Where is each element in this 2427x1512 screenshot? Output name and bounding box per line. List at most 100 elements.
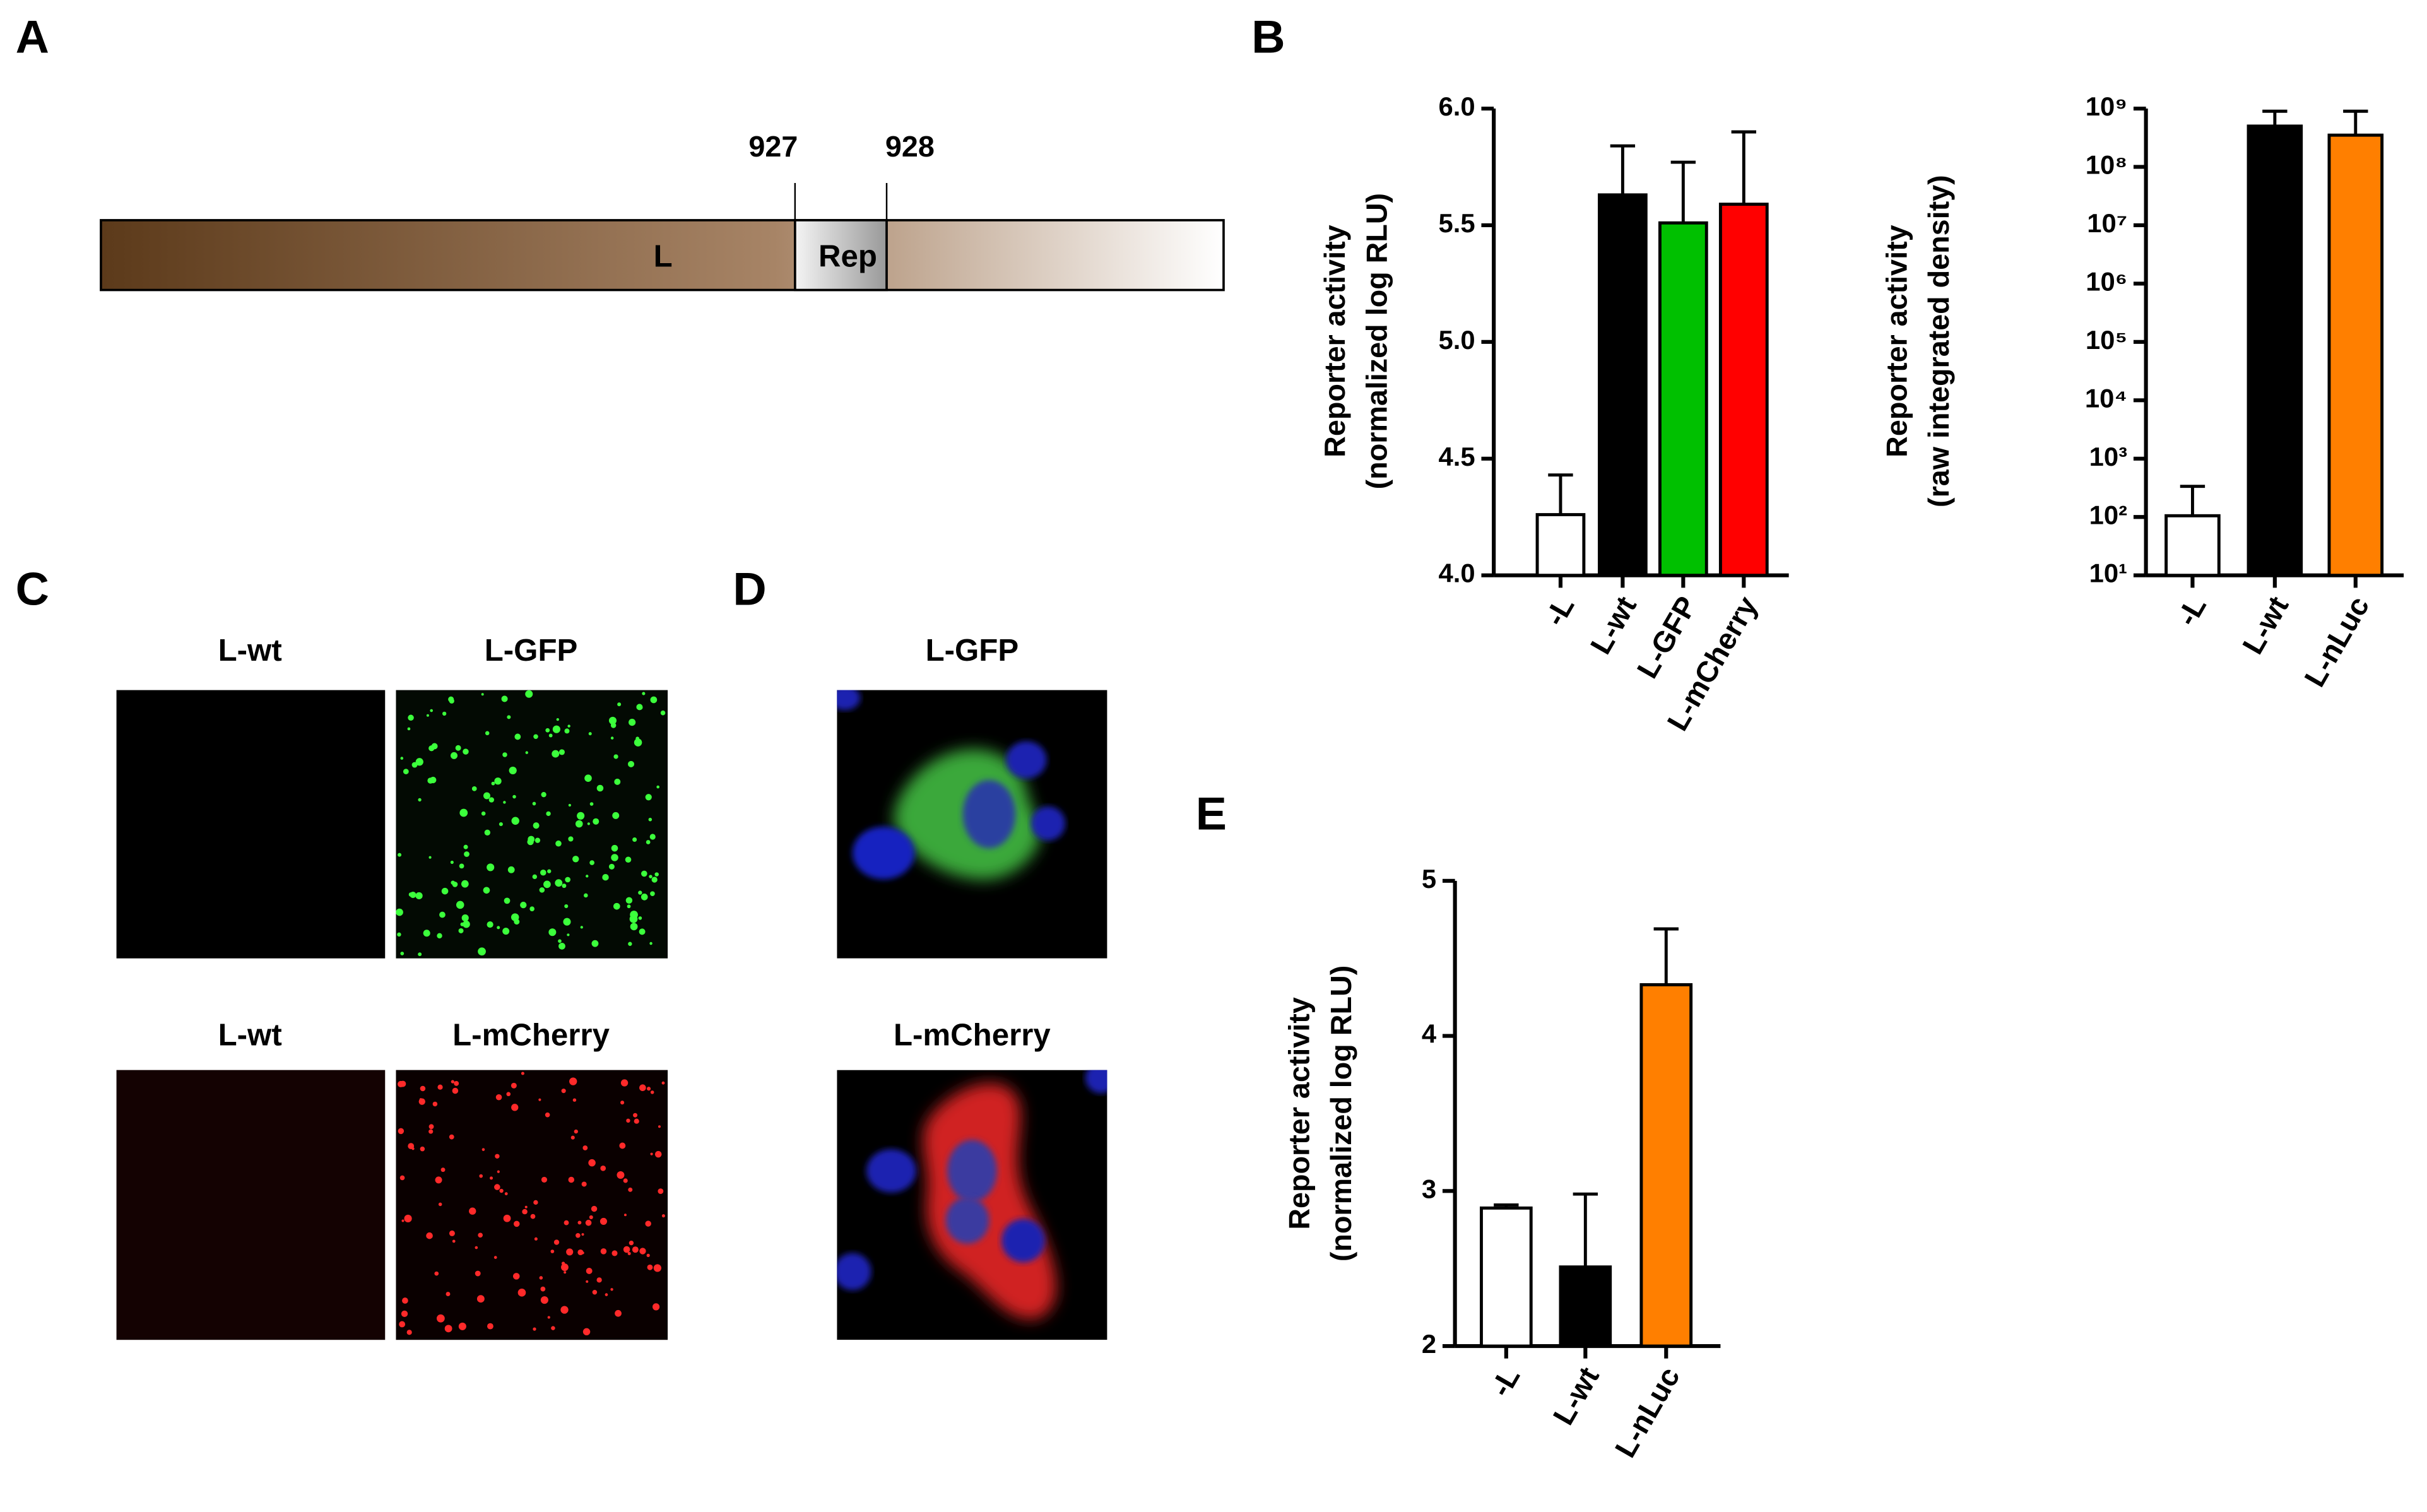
- fluorescent-cell: [525, 751, 528, 754]
- fluorescent-cell: [540, 869, 546, 876]
- fluorescent-cell: [512, 1273, 520, 1280]
- fluorescent-cell: [428, 1124, 434, 1130]
- fluorescent-cell: [562, 883, 567, 889]
- fluorescent-cell: [558, 939, 562, 943]
- fluorescent-cell: [494, 1184, 500, 1190]
- fluorescent-cell: [572, 1098, 577, 1102]
- fluorescent-cell: [426, 1232, 433, 1239]
- fluorescent-cell: [623, 1214, 627, 1217]
- fluorescent-cell: [525, 690, 533, 698]
- fluorescent-cell: [442, 711, 447, 716]
- fluorescent-cell: [406, 1330, 412, 1335]
- fluorescent-cell: [649, 875, 653, 878]
- fluorescent-cell: [641, 894, 648, 901]
- fluorescent-cell: [617, 1171, 625, 1179]
- fluorescent-cell: [533, 734, 538, 739]
- fluorescent-cell: [581, 1181, 587, 1187]
- y-tick-label: 10²: [2089, 500, 2128, 529]
- image-label: L-GFP: [926, 633, 1019, 668]
- fluorescent-cell: [608, 863, 615, 870]
- fluorescent-cell: [524, 1205, 528, 1208]
- fluorescent-cell: [437, 933, 442, 939]
- fluorescent-cell: [399, 1321, 406, 1328]
- fluorescent-cell: [608, 716, 617, 724]
- fluorescent-cell: [658, 1188, 664, 1195]
- fluorescent-cell: [582, 1145, 588, 1150]
- fluorescent-cell: [434, 1271, 439, 1276]
- fluorescent-cell: [545, 728, 550, 733]
- bar: [1598, 193, 1648, 577]
- fluorescent-cell: [613, 902, 620, 910]
- fluorescent-cell: [428, 1129, 434, 1134]
- fluorescent-cell: [504, 897, 511, 904]
- fluorescent-cell: [588, 1159, 596, 1167]
- fluorescent-cell: [493, 1256, 497, 1259]
- fluorescent-cell: [558, 749, 565, 755]
- fluorescent-cell: [570, 1135, 575, 1140]
- fluorescent-cell: [503, 1214, 511, 1222]
- fluorescent-cell: [596, 784, 604, 792]
- fluorescent-cell: [420, 1085, 426, 1092]
- fluorescent-cell: [502, 928, 510, 935]
- fluorescent-cell: [553, 1239, 560, 1245]
- fluorescent-cell: [483, 887, 490, 894]
- fluorescent-cell: [449, 1134, 454, 1140]
- fluorescent-cell: [497, 1170, 500, 1173]
- fluorescent-cell: [614, 778, 621, 785]
- y-axis-label: (raw integrated density): [1922, 175, 1955, 507]
- fluorescent-cell: [610, 1288, 613, 1291]
- fluorescent-cell: [560, 1306, 569, 1314]
- fluorescent-cell: [476, 1295, 485, 1303]
- bar: [2327, 133, 2384, 577]
- fluorescent-cell: [401, 1219, 404, 1222]
- fluorescent-cell: [415, 892, 423, 900]
- fluorescent-cell: [502, 752, 507, 757]
- y-tick-label: 10⁷: [2087, 208, 2127, 238]
- fluorescent-cell: [440, 1167, 446, 1172]
- fluorescent-cell: [547, 869, 552, 873]
- y-tick-label: 10⁶: [2086, 266, 2127, 296]
- fluorescent-cell: [563, 918, 571, 926]
- fluorescent-cell: [567, 933, 570, 936]
- fluorescent-cell: [611, 1250, 618, 1256]
- fluorescent-cell: [458, 928, 464, 933]
- fluorescent-cell: [484, 829, 491, 836]
- fluorescent-cell: [648, 817, 653, 822]
- fluorescent-cell: [495, 1154, 500, 1159]
- fluorescent-cell: [651, 877, 658, 883]
- fluorescent-cell: [491, 781, 495, 786]
- fluorescent-cell: [632, 1246, 639, 1253]
- fluorescent-cell: [512, 794, 516, 799]
- fluorescent-cell: [639, 928, 646, 935]
- fluorescent-cell: [575, 820, 583, 828]
- panel-label: B: [1251, 11, 1285, 63]
- fluorescent-cell: [471, 786, 477, 791]
- fluorescent-cell: [574, 1129, 578, 1134]
- y-tick-label: 3: [1422, 1174, 1436, 1203]
- fluorescent-cell: [566, 1248, 574, 1256]
- fluorescent-cell: [632, 837, 637, 842]
- fluorescent-cell: [533, 1327, 536, 1331]
- y-tick-label: 5.0: [1438, 325, 1475, 355]
- fluorescent-cell: [564, 1220, 569, 1226]
- fluorescent-cell: [592, 1290, 598, 1295]
- bar: [1658, 221, 1708, 577]
- fluorescent-cell: [642, 692, 646, 695]
- insert-box: [794, 219, 888, 292]
- fluorescent-cell: [427, 777, 434, 784]
- fluorescent-cell: [479, 1174, 483, 1178]
- fluorescent-cell: [623, 1246, 630, 1253]
- fluorescent-cell: [634, 1118, 639, 1124]
- fluorescent-cell: [658, 1125, 661, 1128]
- fluorescent-cell: [572, 856, 579, 863]
- fluorescent-cell: [444, 1325, 452, 1333]
- fluorescent-cell: [449, 1230, 455, 1236]
- fluorescent-cell: [645, 1220, 651, 1227]
- fluorescent-cell: [541, 792, 546, 798]
- fluorescent-cell: [612, 812, 620, 819]
- fluorescent-cell: [567, 724, 570, 728]
- y-tick-label: 4.0: [1438, 558, 1475, 588]
- x-tick-label: L-nLuc: [1609, 1362, 1686, 1463]
- fluorescent-cell: [514, 919, 520, 925]
